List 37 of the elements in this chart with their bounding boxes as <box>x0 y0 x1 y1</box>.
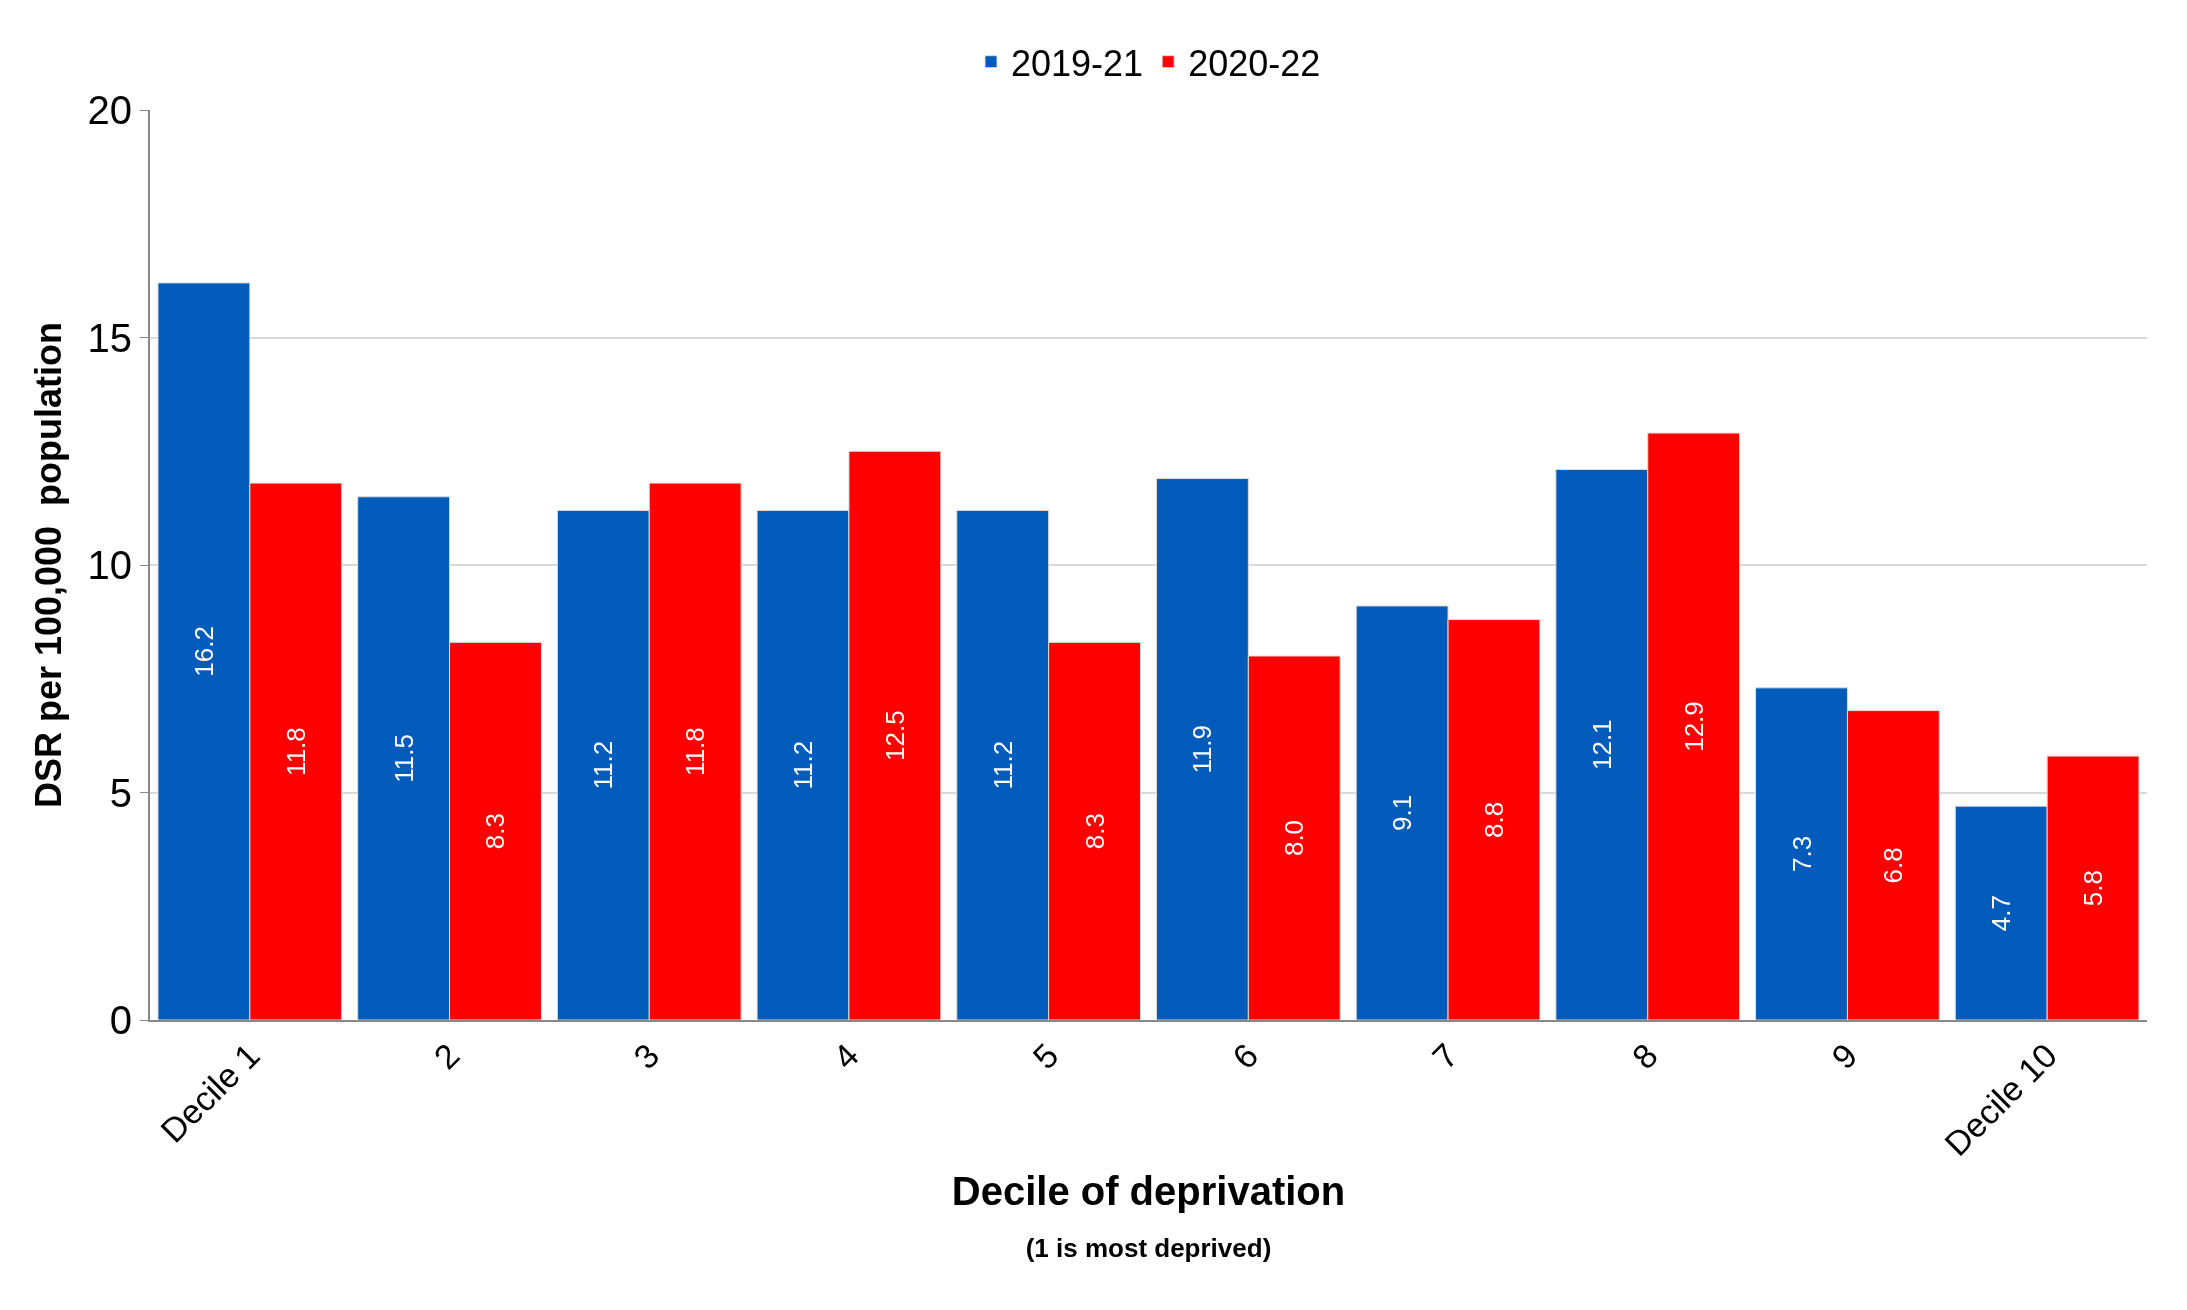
data-label: 8.0 <box>1279 819 1310 857</box>
legend-label: 2020-22 <box>1188 42 1321 84</box>
y-tick-label: 20 <box>87 88 132 132</box>
data-label: 5.8 <box>2078 869 2109 907</box>
data-label: 12.5 <box>879 710 910 761</box>
y-tick-label: 0 <box>109 998 132 1042</box>
data-label: 11.5 <box>388 734 419 783</box>
x-tick-label: 4 <box>825 1035 866 1077</box>
y-tick-label: 10 <box>87 543 132 587</box>
data-label: 6.8 <box>1878 847 1909 884</box>
data-label: 8.3 <box>480 813 511 850</box>
x-tick-label: 5 <box>1025 1035 1066 1077</box>
data-label: 11.9 <box>1187 724 1218 774</box>
data-label: 12.9 <box>1678 701 1709 752</box>
data-label: 8.8 <box>1478 801 1509 838</box>
data-label: 11.2 <box>788 740 819 790</box>
data-label: 9.1 <box>1387 794 1418 832</box>
data-label: 12.1 <box>1586 719 1617 771</box>
y-tick-label: 5 <box>109 770 132 815</box>
x-tick-label: 8 <box>1624 1035 1665 1077</box>
y-tick-label: 15 <box>87 315 132 360</box>
data-label: 8.3 <box>1079 813 1110 850</box>
x-axis-title: Decile of deprivation (1 is most deprived) <box>951 1169 1346 1263</box>
x-tick-label: 2 <box>426 1035 467 1077</box>
data-label: 7.3 <box>1786 835 1817 872</box>
x-tick-label: 7 <box>1424 1035 1466 1077</box>
data-label: 16.2 <box>188 626 219 677</box>
data-label: 11.2 <box>588 740 619 790</box>
data-label: 4.7 <box>1986 895 2017 932</box>
legend-label: 2019-21 <box>1011 42 1144 84</box>
y-axis-title: DSR per 100,000 population <box>27 321 69 809</box>
x-tick-label: 6 <box>1225 1035 1266 1077</box>
x-tick-label: 9 <box>1824 1035 1865 1077</box>
data-label: 11.8 <box>280 727 311 776</box>
x-tick-label: 3 <box>625 1035 667 1077</box>
data-label: 11.8 <box>680 727 711 776</box>
data-label: 11.2 <box>987 740 1018 790</box>
